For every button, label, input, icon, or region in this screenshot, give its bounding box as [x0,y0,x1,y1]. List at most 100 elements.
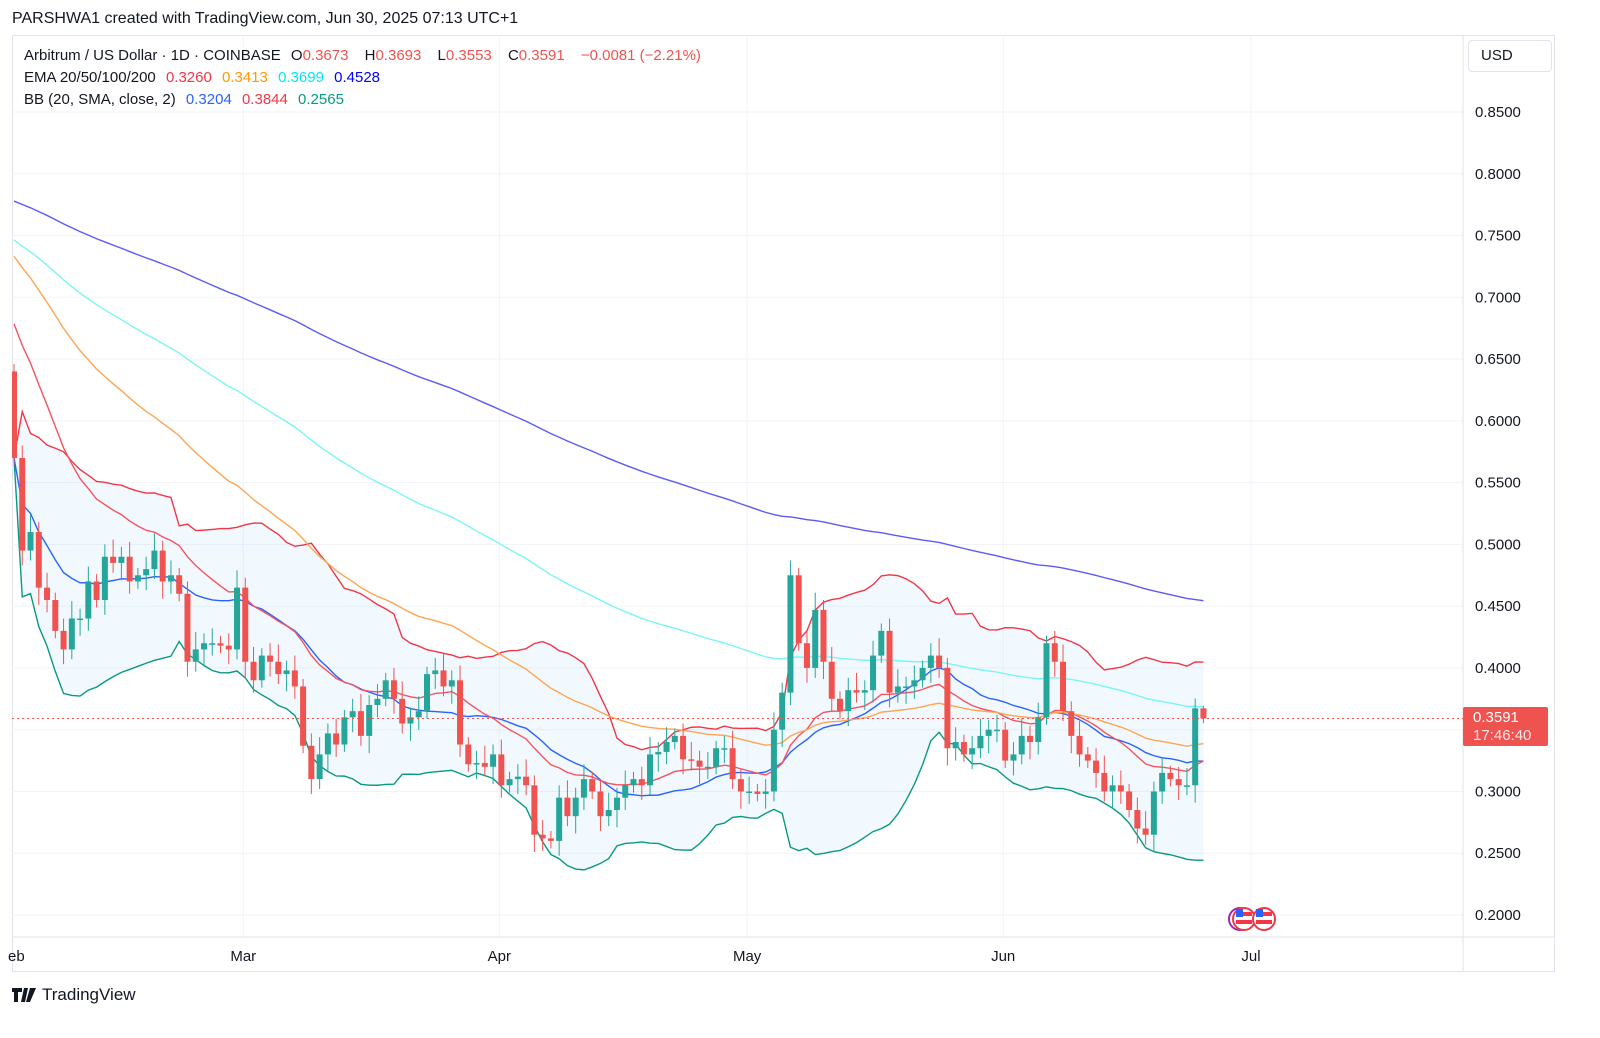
candle-body [1043,643,1050,718]
candle [663,727,670,765]
bb-legend[interactable]: BB (20, SMA, close, 2) 0.3204 0.3844 0.2… [24,89,707,111]
candle [878,623,885,663]
x-tick-label: May [733,948,762,965]
candle-body [300,686,307,746]
candle [167,560,174,594]
candle [12,364,17,466]
currency-selector[interactable]: USD [1468,40,1552,72]
bb-upper-value: 0.3844 [241,91,288,108]
candle [696,750,703,785]
candle [820,599,827,680]
candle-body [192,649,199,662]
candle-body [126,556,133,582]
flag-stripe [1256,920,1272,924]
candle [341,709,348,752]
candle-body [878,630,885,656]
candle-body [1134,810,1141,829]
candle-body [605,810,612,817]
candle [1167,765,1174,787]
candle [936,638,943,678]
y-tick-label: 0.8500 [1475,104,1521,121]
candle-body [746,791,753,793]
candle-body [713,748,720,767]
candle [754,784,761,802]
candle [432,658,439,689]
candle [357,693,364,746]
tradingview-logo[interactable]: TradingView [12,985,136,1005]
candle-body [613,797,620,811]
candle-body [324,733,331,755]
candle [787,560,794,705]
x-tick-label: Jun [991,948,1015,965]
candle-body [209,643,216,645]
candle-body [217,643,224,646]
candle-body [316,754,323,780]
candle [762,779,769,809]
candle-body [1084,754,1091,761]
high-label: H [364,47,376,64]
candle [572,787,579,834]
candle [589,771,596,799]
candle [481,745,488,777]
candle-body [60,630,67,650]
candle-body [812,609,819,668]
candle [390,667,397,714]
candle-body [12,371,17,458]
candle [217,635,224,654]
candle [308,733,315,794]
candle-body [622,785,629,798]
candle [1134,797,1141,844]
candle-body [762,791,769,794]
candle-body [159,550,166,582]
candle [713,740,720,775]
ema20-value: 0.3260 [165,69,212,86]
candle [688,742,695,771]
ema20-line [13,323,1204,786]
candle [828,646,835,712]
candle [27,514,34,561]
candle [19,445,26,566]
candle [680,723,687,775]
ema-legend[interactable]: EMA 20/50/100/200 0.3260 0.3413 0.3699 0… [24,67,707,89]
candle [1200,705,1207,724]
candle [547,831,554,849]
candle-body [415,711,422,718]
candle [374,683,381,718]
candle-body [671,735,678,743]
candle [457,665,464,757]
candle-body [35,532,42,588]
candle-body [1175,779,1182,786]
candle [1076,721,1083,767]
candle [291,655,298,699]
candle-body [539,834,546,839]
candle-body [837,698,843,712]
candle-body [481,763,488,767]
candle [1018,718,1025,765]
candle-body [580,779,587,798]
candle-body [382,680,389,699]
candle [225,633,232,665]
candle [622,770,629,811]
candle [1159,758,1166,804]
y-tick-label: 0.7000 [1475,289,1521,306]
bb-basis-value: 0.3204 [185,91,232,108]
candle [110,539,117,573]
candle [473,750,480,780]
candle-body [242,587,249,662]
candle [671,728,678,750]
ema200-line [13,200,1204,602]
close-value: 0.3591 [518,47,565,64]
candle [580,764,587,811]
candle-body [514,776,521,780]
candle-body [903,686,910,688]
candle [1142,811,1149,845]
flag-stripe [1256,912,1272,916]
candle-body [696,760,703,767]
candle [366,695,373,754]
candle-body [77,618,84,621]
candle-body [936,655,943,668]
symbol-name[interactable]: Arbitrum / US Dollar · 1D · COINBASE [24,47,281,64]
candle-body [1068,711,1075,736]
candle-body [424,674,430,712]
